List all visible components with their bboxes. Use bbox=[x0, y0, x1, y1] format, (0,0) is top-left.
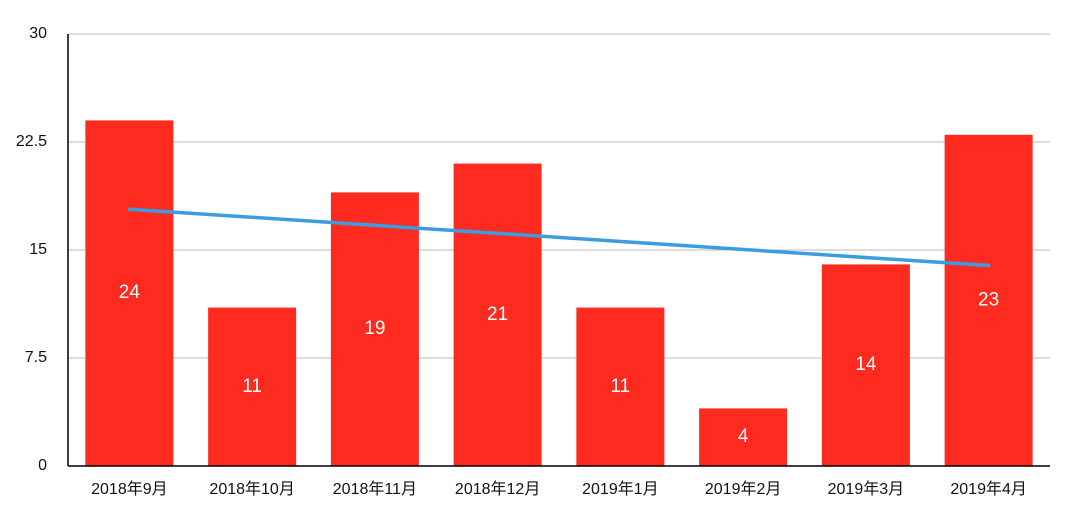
y-tick-label: 15 bbox=[29, 241, 47, 258]
y-tick-label: 30 bbox=[29, 25, 47, 42]
value-label: 19 bbox=[364, 318, 385, 339]
y-tick-label: 0 bbox=[38, 457, 47, 474]
value-label: 21 bbox=[487, 304, 508, 325]
bar bbox=[208, 307, 297, 466]
x-tick-label: 2019年4月 bbox=[950, 480, 1027, 498]
bar bbox=[85, 120, 174, 467]
bar bbox=[453, 163, 542, 466]
value-label: 23 bbox=[978, 289, 999, 310]
x-tick-label: 2018年9月 bbox=[91, 480, 168, 498]
value-label: 11 bbox=[242, 376, 262, 397]
x-tick-label: 2018年10月 bbox=[209, 480, 294, 498]
bar bbox=[330, 192, 419, 466]
y-tick-label: 7.5 bbox=[25, 349, 47, 366]
trend-line bbox=[127, 207, 991, 268]
x-tick-label: 2019年2月 bbox=[705, 480, 782, 498]
bar bbox=[699, 408, 788, 466]
bar bbox=[944, 134, 1033, 467]
x-tick-label: 2019年3月 bbox=[828, 480, 905, 498]
x-tick-label: 2018年11月 bbox=[333, 480, 417, 498]
y-tick-label: 22.5 bbox=[16, 133, 47, 150]
value-label: 24 bbox=[119, 282, 141, 303]
bar bbox=[576, 307, 665, 466]
x-tick-label: 2019年1月 bbox=[582, 480, 659, 498]
value-label: 4 bbox=[738, 426, 749, 447]
value-label: 14 bbox=[855, 354, 877, 375]
bar bbox=[821, 264, 910, 466]
x-tick-label: 2018年12月 bbox=[455, 480, 540, 498]
value-label: 11 bbox=[611, 376, 631, 397]
